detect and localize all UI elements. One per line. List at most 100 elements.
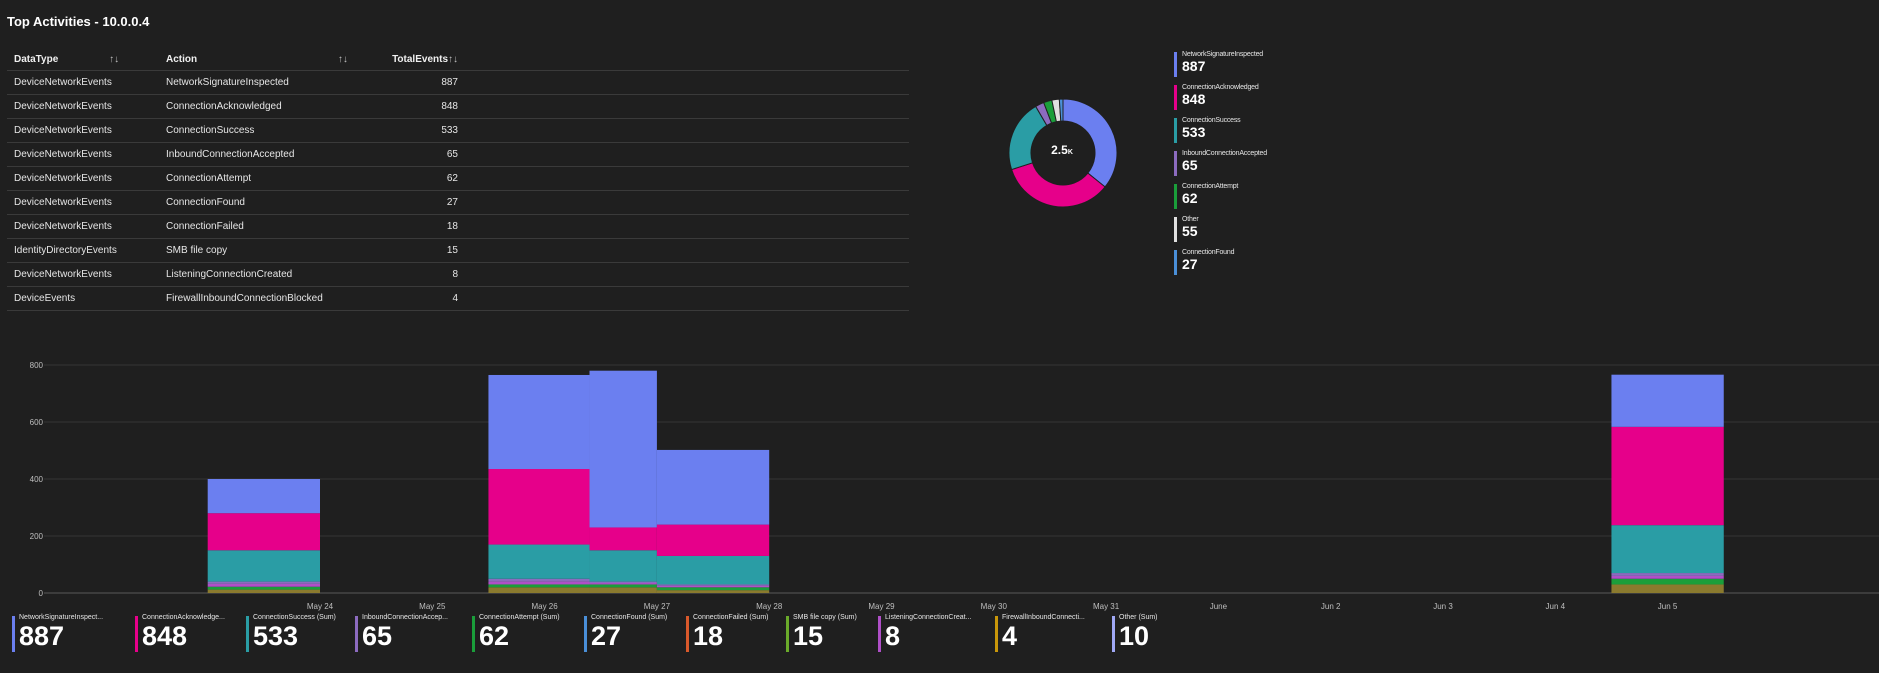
- legend-color-swatch: [246, 616, 249, 652]
- series-legend-item[interactable]: ConnectionFailed (Sum) 18: [686, 613, 786, 652]
- sort-icon[interactable]: ↑↓: [448, 53, 458, 65]
- legend-value: 887: [1182, 58, 1206, 74]
- bar-segment[interactable]: [488, 581, 590, 585]
- bar-segment[interactable]: [589, 581, 657, 584]
- cell-totalevents: 15: [371, 238, 465, 263]
- table-row[interactable]: DeviceNetworkEvents ListeningConnectionCr…: [7, 262, 909, 287]
- series-legend-item[interactable]: ConnectionFound (Sum) 27: [584, 613, 686, 652]
- bar-segment[interactable]: [656, 587, 770, 591]
- cell-spacer: [465, 262, 909, 287]
- legend-label: ConnectionAcknowledge...: [142, 614, 225, 621]
- column-header-action[interactable]: Action ↑↓: [159, 48, 371, 71]
- donut-legend-item[interactable]: NetworkSignatureInspected 887: [1174, 50, 1267, 83]
- sort-icon[interactable]: ↑↓: [109, 53, 120, 65]
- table-row[interactable]: DeviceNetworkEvents ConnectionFailed 18: [7, 214, 909, 239]
- bar-segment[interactable]: [1611, 374, 1724, 427]
- table-row[interactable]: DeviceNetworkEvents ConnectionSuccess 533: [7, 118, 909, 143]
- legend-value: 848: [142, 621, 188, 651]
- bar-segment[interactable]: [1611, 578, 1724, 585]
- bar-segment[interactable]: [589, 370, 657, 528]
- table-row[interactable]: DeviceEvents FirewallInboundConnectionBlo…: [7, 286, 909, 311]
- donut-legend-item[interactable]: ConnectionAttempt 62: [1174, 182, 1267, 215]
- table-row[interactable]: DeviceNetworkEvents NetworkSignatureInspe…: [7, 70, 909, 95]
- cell-spacer: [465, 70, 909, 95]
- series-legend-item[interactable]: NetworkSignatureInspect... 887: [12, 613, 135, 652]
- bar-segment[interactable]: [656, 585, 770, 588]
- bar-segment[interactable]: [1611, 584, 1724, 593]
- bar-segment[interactable]: [1611, 575, 1724, 579]
- bar-segment[interactable]: [589, 583, 657, 585]
- column-header-datatype[interactable]: DataType ↑↓: [7, 48, 159, 71]
- bar-segment[interactable]: [656, 449, 770, 525]
- timeline-chart: 0 200 400 600 800 May 24 May 25 May 26 May 27 May…: [30, 361, 1879, 611]
- bar-segment[interactable]: [488, 584, 590, 588]
- bar-segment[interactable]: [207, 550, 320, 582]
- legend-label: NetworkSignatureInspect...: [19, 614, 104, 621]
- bar-segment[interactable]: [207, 583, 320, 587]
- activities-table: DataType ↑↓ Action ↑↓ TotalEvents↑↓ Devi…: [7, 48, 909, 311]
- cell-totalevents: 887: [371, 70, 465, 95]
- donut-legend-item[interactable]: ConnectionSuccess 533: [1174, 116, 1267, 149]
- bar-segment[interactable]: [207, 479, 320, 514]
- series-legend-item[interactable]: SMB file copy (Sum) 15: [786, 613, 878, 652]
- cell-action: ConnectionFound: [159, 190, 371, 215]
- bottom-legend: NetworkSignatureInspect... 887 ConnectionA…: [12, 613, 1172, 652]
- bar-segment[interactable]: [488, 544, 590, 579]
- donut-slice[interactable]: [1058, 98, 1064, 122]
- bar-segment[interactable]: [656, 555, 770, 585]
- bar-segment[interactable]: [656, 524, 770, 556]
- cell-spacer: [465, 286, 909, 311]
- x-tick-label: Jun 5: [1658, 602, 1678, 611]
- donut-legend-item[interactable]: InboundConnectionAccepted 65: [1174, 149, 1267, 182]
- bar-segment[interactable]: [488, 469, 590, 545]
- x-tick-label: Jun 4: [1546, 602, 1566, 611]
- donut-legend-item[interactable]: Other 55: [1174, 215, 1267, 248]
- bar-segment[interactable]: [589, 527, 657, 551]
- bar-segment[interactable]: [1611, 573, 1724, 576]
- bar-segment[interactable]: [589, 584, 657, 588]
- table-row[interactable]: DeviceNetworkEvents ConnectionFound 27: [7, 190, 909, 215]
- legend-value: 533: [1182, 124, 1206, 140]
- sort-icon[interactable]: ↑↓: [337, 53, 348, 65]
- bar-segment[interactable]: [1611, 426, 1724, 526]
- legend-color-swatch: [995, 616, 998, 652]
- bar-segment[interactable]: [488, 578, 590, 582]
- table-row[interactable]: IdentityDirectoryEvents SMB file copy 15: [7, 238, 909, 263]
- legend-value: 55: [1182, 223, 1198, 239]
- bar-segment[interactable]: [488, 587, 590, 593]
- bar-segment[interactable]: [207, 581, 320, 584]
- series-legend-item[interactable]: ConnectionAcknowledge... 848: [135, 613, 246, 652]
- x-tick-label: Jun 2: [1321, 602, 1341, 611]
- cell-action: FirewallInboundConnectionBlocked: [159, 286, 371, 311]
- table-row[interactable]: DeviceNetworkEvents InboundConnectionAcce…: [7, 142, 909, 167]
- bar-segment[interactable]: [589, 550, 657, 582]
- series-legend-item[interactable]: FirewallInboundConnecti... 4: [995, 613, 1112, 652]
- bar-segment[interactable]: [656, 584, 770, 586]
- y-tick-label: 800: [30, 361, 44, 370]
- bar-segment[interactable]: [207, 513, 320, 551]
- series-legend-item[interactable]: ListeningConnectionCreat... 8: [878, 613, 995, 652]
- series-legend-item[interactable]: InboundConnectionAccep... 65: [355, 613, 472, 652]
- table-row[interactable]: DeviceNetworkEvents ConnectionAcknowledge…: [7, 94, 909, 119]
- donut-legend-item[interactable]: ConnectionAcknowledged 848: [1174, 83, 1267, 116]
- legend-label: ConnectionAttempt: [1182, 183, 1239, 190]
- table-row[interactable]: DeviceNetworkEvents ConnectionAttempt 62: [7, 166, 909, 191]
- bar-segment[interactable]: [1611, 525, 1724, 574]
- cell-action: ListeningConnectionCreated: [159, 262, 371, 287]
- series-legend-item[interactable]: ConnectionSuccess (Sum) 533: [246, 613, 355, 652]
- legend-value: 18: [693, 621, 724, 651]
- donut-chart: [1008, 98, 1118, 208]
- cell-action: NetworkSignatureInspected: [159, 70, 371, 95]
- series-legend-item[interactable]: ConnectionAttempt (Sum) 62: [472, 613, 584, 652]
- donut-legend-item[interactable]: ConnectionFound 27: [1174, 248, 1267, 281]
- legend-label: ConnectionFailed (Sum): [693, 614, 769, 621]
- cell-datatype: DeviceNetworkEvents: [7, 214, 159, 239]
- bar-segment[interactable]: [488, 374, 590, 470]
- bar-segment[interactable]: [207, 586, 320, 590]
- series-legend-item[interactable]: Other (Sum) 10: [1112, 613, 1172, 652]
- x-tick-label: June: [1210, 602, 1228, 611]
- column-header-totalevents[interactable]: TotalEvents↑↓: [371, 48, 465, 71]
- bar-segment[interactable]: [589, 587, 657, 593]
- bar-segment[interactable]: [656, 590, 770, 593]
- bar-segment[interactable]: [207, 589, 320, 593]
